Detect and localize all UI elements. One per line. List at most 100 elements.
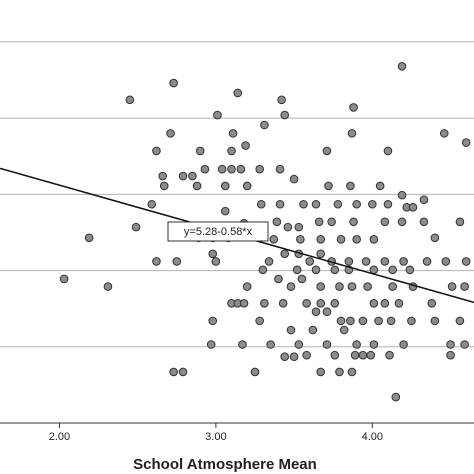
point — [347, 282, 357, 291]
point — [446, 350, 455, 360]
point — [397, 190, 407, 200]
point — [236, 164, 246, 174]
point — [272, 217, 282, 227]
point — [274, 274, 283, 284]
point — [339, 325, 349, 335]
point — [439, 129, 449, 138]
point — [217, 164, 227, 174]
point — [125, 95, 135, 105]
point — [347, 367, 357, 377]
point — [363, 282, 372, 291]
point — [299, 199, 308, 209]
point — [292, 265, 302, 275]
point — [256, 199, 266, 209]
point — [368, 199, 377, 209]
point — [388, 282, 397, 291]
point — [195, 146, 205, 156]
point — [322, 340, 332, 349]
point — [250, 367, 260, 377]
x-tick-label: 2.00 — [49, 431, 70, 443]
point — [399, 340, 408, 349]
point — [172, 257, 182, 266]
point — [430, 233, 440, 243]
point — [211, 257, 221, 266]
point — [446, 340, 455, 349]
point — [316, 299, 325, 308]
point — [266, 340, 275, 349]
point — [178, 367, 188, 377]
point — [242, 181, 252, 191]
point — [296, 235, 305, 244]
point — [233, 88, 243, 98]
point — [220, 181, 230, 191]
point — [227, 146, 236, 156]
point — [159, 181, 169, 191]
point — [208, 249, 218, 259]
point — [441, 257, 451, 266]
point — [335, 282, 344, 291]
point — [352, 235, 361, 244]
point — [311, 199, 321, 209]
point — [455, 316, 465, 326]
point — [200, 164, 210, 174]
point — [316, 235, 325, 244]
point — [455, 217, 465, 227]
point — [188, 171, 197, 181]
point — [166, 129, 175, 138]
point — [286, 325, 296, 335]
point — [59, 274, 69, 284]
point — [103, 282, 113, 291]
point — [386, 316, 396, 326]
point — [242, 282, 252, 291]
point — [316, 367, 325, 377]
point — [461, 257, 471, 266]
point — [327, 217, 336, 227]
point — [302, 299, 311, 308]
point — [152, 146, 161, 156]
point — [228, 129, 238, 138]
point — [422, 257, 432, 266]
point — [305, 257, 315, 266]
point — [447, 282, 457, 291]
point — [349, 103, 358, 112]
point — [399, 257, 408, 266]
point — [335, 367, 344, 377]
point — [264, 257, 274, 266]
point — [344, 257, 354, 266]
point — [131, 222, 141, 232]
point — [227, 164, 236, 174]
point — [352, 199, 361, 209]
point — [336, 316, 346, 326]
point — [277, 95, 286, 105]
point — [280, 352, 290, 361]
point — [375, 181, 385, 191]
point — [330, 350, 340, 360]
point — [297, 274, 307, 284]
point — [278, 299, 288, 308]
point — [152, 257, 161, 266]
point — [419, 195, 429, 204]
point — [460, 340, 469, 349]
point — [220, 206, 230, 216]
point — [380, 299, 390, 308]
point — [311, 307, 321, 317]
point — [280, 249, 290, 259]
point — [369, 299, 379, 308]
point — [275, 164, 285, 174]
point — [394, 299, 404, 308]
point — [352, 340, 361, 349]
point — [374, 316, 383, 326]
point — [283, 222, 293, 232]
point — [397, 62, 407, 71]
point — [289, 174, 299, 184]
point — [178, 171, 188, 181]
point — [260, 120, 269, 130]
point — [192, 181, 202, 191]
point — [280, 110, 290, 120]
x-tick-label: 3.00 — [205, 431, 226, 443]
point — [84, 233, 94, 243]
point — [383, 199, 393, 209]
point — [358, 350, 368, 360]
point — [241, 141, 250, 150]
